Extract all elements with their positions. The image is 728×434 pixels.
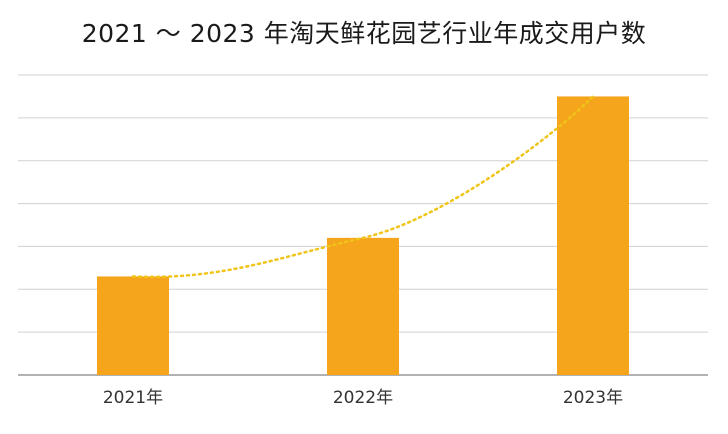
bar-2022年 <box>327 237 399 375</box>
x-tick-label: 2021年 <box>103 388 163 408</box>
chart-title: 2021 ～ 2023 年淘天鲜花园艺行业年成交用户数 <box>81 19 647 48</box>
trend-line <box>131 95 595 279</box>
bar-2021年 <box>97 276 169 375</box>
x-tick-label: 2023年 <box>563 388 623 408</box>
x-tick-label: 2022年 <box>333 388 393 408</box>
bar-2023年 <box>557 96 629 375</box>
